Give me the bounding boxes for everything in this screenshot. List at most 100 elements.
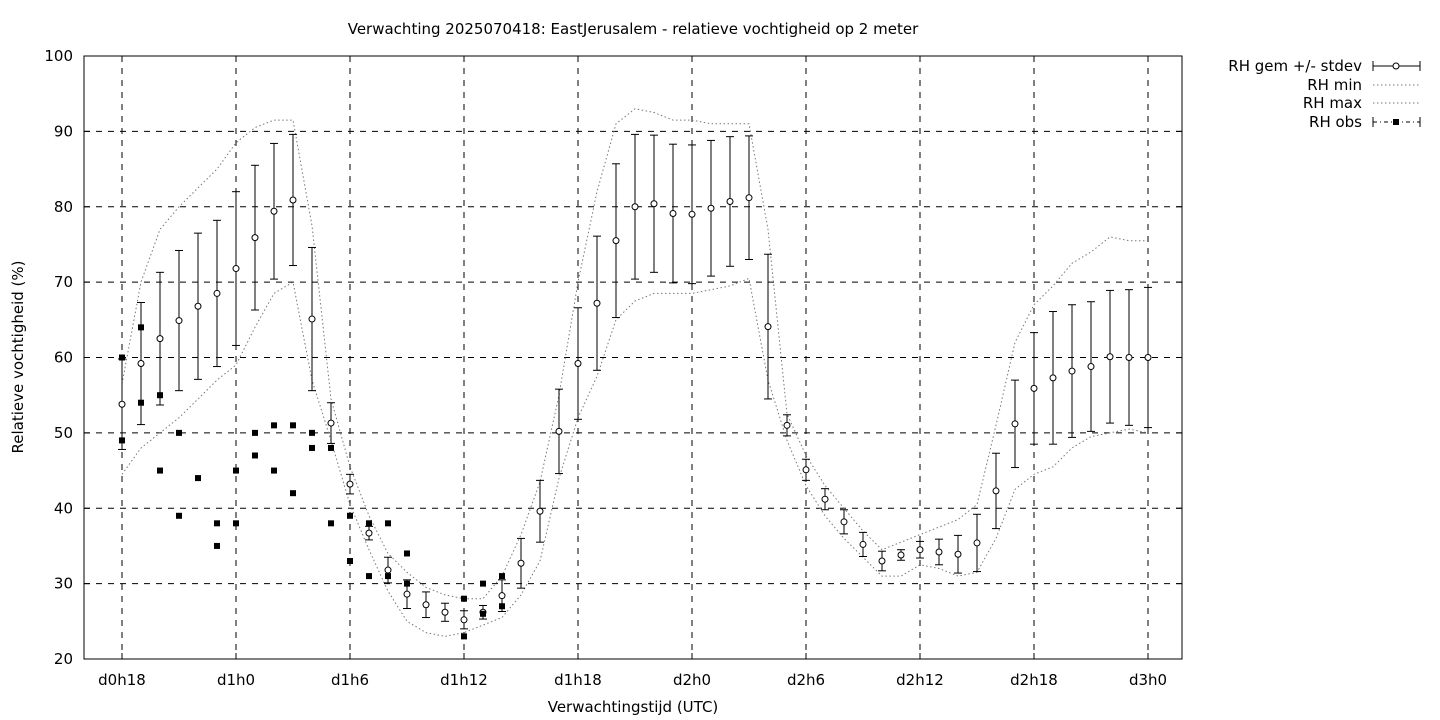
mean-marker: [669, 210, 677, 218]
mean-marker: [688, 210, 696, 218]
mean-point: [992, 452, 1000, 530]
x-tick-label: d2h12: [896, 671, 944, 689]
x-tick-label: d1h6: [331, 671, 369, 689]
mean-marker: [859, 540, 867, 548]
y-tick-label: 40: [54, 499, 73, 517]
x-tick-label: d1h0: [217, 671, 255, 689]
legend-label-min: RH min: [1307, 76, 1362, 94]
mean-marker: [1068, 367, 1076, 375]
obs-point: [385, 520, 391, 527]
mean-point: [1144, 286, 1152, 429]
obs-point: [157, 467, 163, 474]
mean-marker: [802, 466, 810, 474]
y-tick-label: 60: [54, 349, 73, 367]
mean-point: [422, 591, 430, 619]
mean-marker: [783, 421, 791, 429]
mean-point: [118, 358, 126, 450]
obs-point: [119, 354, 125, 361]
mean-point: [251, 164, 259, 311]
mean-marker: [612, 237, 620, 245]
y-tick-label: 30: [54, 575, 73, 593]
mean-point: [289, 133, 297, 267]
mean-point: [650, 134, 658, 273]
mean-marker: [726, 197, 734, 205]
y-tick-label: 80: [54, 198, 73, 216]
obs-point: [290, 490, 296, 497]
mean-point: [327, 402, 335, 444]
x-tick-label: d2h18: [1010, 671, 1058, 689]
chart-title: Verwachting 2025070418: EastJerusalem - …: [348, 20, 919, 38]
mean-point: [517, 537, 525, 589]
mean-point: [631, 133, 639, 280]
grid-layer: [84, 56, 1182, 659]
obs-point: [233, 520, 239, 527]
mean-marker: [707, 204, 715, 212]
legend-label-mean: RH gem +/- stdev: [1228, 57, 1362, 75]
mean-marker: [593, 299, 601, 307]
obs-point: [480, 580, 486, 587]
mean-marker: [992, 487, 1000, 495]
legend-sample-obs: [1372, 117, 1421, 127]
mean-marker: [954, 550, 962, 558]
y-axis-label: Relatieve vochtigheid (%): [9, 260, 27, 453]
rh-min-line: [121, 277, 1149, 637]
y-axis-ticks: 20 30 40 50 60 70 80 90 100: [44, 47, 1182, 668]
obs-point: [404, 550, 410, 557]
mean-point: [612, 163, 620, 319]
mean-point: [137, 301, 145, 426]
y-tick-label: 100: [44, 47, 73, 65]
mean-marker: [821, 495, 829, 503]
mean-marker: [650, 200, 658, 208]
mean-marker: [194, 302, 202, 310]
obs-point: [499, 573, 505, 580]
mean-marker: [935, 548, 943, 556]
mean-marker: [916, 546, 924, 554]
obs-point: [309, 444, 315, 451]
mean-point: [270, 142, 278, 280]
mean-marker: [441, 608, 449, 616]
mean-marker: [1144, 354, 1152, 361]
obs-point: [252, 452, 258, 459]
mean-point: [156, 271, 164, 406]
mean-point: [460, 610, 468, 630]
mean-point: [1068, 304, 1076, 438]
legend: RH gem +/- stdev RH min RH max RH obs: [1228, 57, 1421, 131]
obs-point: [271, 467, 277, 474]
mean-marker: [289, 196, 297, 204]
mean-marker: [270, 207, 278, 215]
obs-series: [119, 324, 505, 640]
obs-point: [157, 392, 163, 399]
mean-marker: [422, 601, 430, 609]
mean-point: [1011, 379, 1019, 469]
mean-point: [1049, 311, 1057, 445]
mean-series: [118, 133, 1152, 630]
mean-marker: [973, 539, 981, 547]
y-tick-label: 70: [54, 273, 73, 291]
x-tick-label: d1h18: [554, 671, 602, 689]
mean-marker: [536, 507, 544, 515]
mean-point: [707, 139, 715, 277]
x-tick-label: d2h6: [787, 671, 825, 689]
legend-label-max: RH max: [1303, 94, 1362, 112]
obs-point: [195, 475, 201, 482]
obs-point: [499, 603, 505, 610]
mean-point: [764, 253, 772, 400]
mean-point: [308, 246, 316, 392]
mean-marker: [840, 518, 848, 526]
obs-point: [214, 542, 220, 549]
obs-point: [176, 512, 182, 519]
x-tick-label: d3h0: [1129, 671, 1167, 689]
x-axis-label: Verwachtingstijd (UTC): [548, 698, 719, 716]
obs-point: [214, 520, 220, 527]
mean-marker: [137, 360, 145, 368]
x-tick-label: d2h0: [673, 671, 711, 689]
mean-point: [821, 488, 829, 511]
x-tick-label: d0h18: [98, 671, 146, 689]
mean-marker: [327, 419, 335, 427]
obs-point: [461, 633, 467, 640]
mean-marker: [878, 557, 886, 565]
mean-point: [1106, 289, 1114, 424]
obs-point: [366, 520, 372, 527]
obs-point: [328, 444, 334, 451]
